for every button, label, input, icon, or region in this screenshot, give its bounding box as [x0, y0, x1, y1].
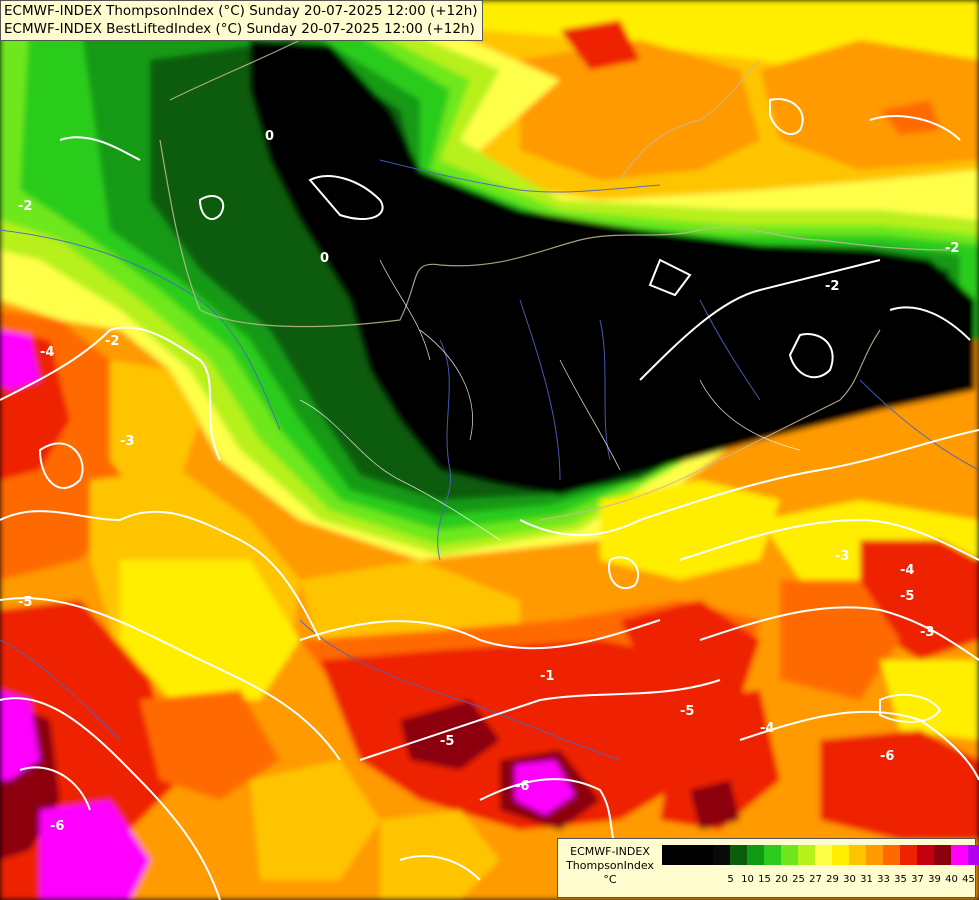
contour-label: -2 [105, 334, 119, 349]
legend-tick-label: 25 [792, 874, 805, 885]
legend-swatch [934, 845, 951, 865]
contour-label: 0 [320, 251, 329, 266]
contour-label: -1 [540, 669, 554, 684]
legend-tick-label: 35 [894, 874, 907, 885]
legend-tick-label: 5 [727, 874, 734, 885]
contour-label: -3 [920, 625, 934, 640]
legend-swatch [849, 845, 866, 865]
contour-label: -6 [515, 779, 529, 794]
contour-label: -5 [18, 595, 32, 610]
legend-swatch [917, 845, 934, 865]
legend-tick-label: 45 [962, 874, 975, 885]
legend-swatch [730, 845, 747, 865]
legend-title: ECMWF-INDEX ThompsonIndex °C [560, 845, 660, 887]
contour-label: -6 [880, 749, 894, 764]
map-title: ECMWF-INDEX ThompsonIndex (°C) Sunday 20… [0, 0, 483, 41]
legend-tick-label: 39 [928, 874, 941, 885]
contour-label: -4 [760, 721, 774, 736]
legend-swatch [832, 845, 849, 865]
legend-tick-label: 30 [843, 874, 856, 885]
contour-label: -5 [440, 734, 454, 749]
legend-tick-label: 31 [860, 874, 873, 885]
title-line-thompson: ECMWF-INDEX ThompsonIndex (°C) Sunday 20… [4, 3, 478, 19]
legend-swatch [662, 845, 679, 865]
country-borders [159, 39, 951, 521]
contour-label: -3 [120, 434, 134, 449]
legend-tick-label: 20 [775, 874, 788, 885]
legend-swatch [883, 845, 900, 865]
color-legend: ECMWF-INDEX ThompsonIndex °C 5 10 15 20 25 27… [557, 838, 979, 898]
contour-label: -2 [945, 241, 959, 256]
legend-title-line: ECMWF-INDEX [570, 845, 650, 858]
legend-tick-label: 40 [945, 874, 958, 885]
legend-swatch [798, 845, 815, 865]
contour-labels: 0 0 -2 -2 -2 -2 -3 -3 -3 -4 -4 -4 -5 -5 -5 -5 -6 -6 -6 -1 [18, 129, 959, 834]
contour-label: -6 [50, 819, 64, 834]
legend-swatch [900, 845, 917, 865]
thin-contours [299, 259, 801, 541]
legend-tick-label: 27 [809, 874, 822, 885]
legend-title-line: ThompsonIndex [566, 859, 654, 872]
contour-label: -2 [825, 279, 839, 294]
legend-swatch [764, 845, 781, 865]
legend-swatch [747, 845, 764, 865]
legend-unit: °C [603, 873, 617, 886]
contour-label: -5 [680, 704, 694, 719]
legend-swatch [968, 845, 979, 865]
legend-tick-label: 37 [911, 874, 924, 885]
legend-swatch [866, 845, 883, 865]
legend-swatch [713, 845, 730, 865]
contour-label: -4 [40, 345, 54, 360]
legend-swatch [679, 845, 696, 865]
contour-label: -5 [900, 589, 914, 604]
legend-tick-label: 10 [741, 874, 754, 885]
contour-label: -3 [835, 549, 849, 564]
legend-color-bar [662, 845, 979, 865]
coastlines [0, 159, 979, 761]
legend-ticks: 51015202527293031333537394045505560 [722, 874, 979, 885]
legend-tick-label: 15 [758, 874, 771, 885]
contour-label: -2 [18, 199, 32, 214]
contour-label: -4 [900, 563, 914, 578]
legend-swatch [951, 845, 968, 865]
legend-swatch [815, 845, 832, 865]
legend-swatch [781, 845, 798, 865]
legend-tick-label: 29 [826, 874, 839, 885]
legend-swatch [696, 845, 713, 865]
title-line-lifted: ECMWF-INDEX BestLiftedIndex (°C) Sunday … [4, 21, 475, 37]
contour-label: 0 [265, 129, 274, 144]
legend-tick-label: 33 [877, 874, 890, 885]
